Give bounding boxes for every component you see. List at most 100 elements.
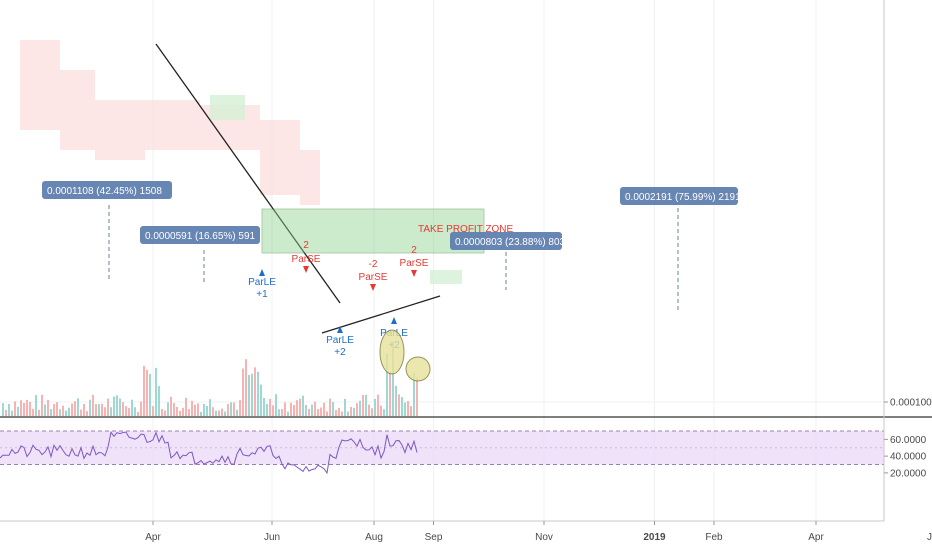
time-tick-label: Apr (808, 532, 824, 543)
volume-bar (221, 408, 223, 416)
measure-badge[interactable]: 0.0001108 (42.45%) 1508 (42, 181, 172, 199)
volume-bar (341, 411, 343, 416)
rsi-line (0, 431, 418, 475)
volume-bar (173, 403, 175, 416)
volume-bar (377, 394, 379, 416)
volume-bar (107, 398, 109, 416)
volume-bar (200, 411, 202, 416)
volume-bar (176, 406, 178, 416)
volume-bar (104, 407, 106, 416)
annotation-label: +1 (256, 289, 268, 300)
measure-badge-text: 0.0000591 (16.65%) 591 (145, 231, 256, 242)
volume-bar (365, 394, 367, 416)
volume-bar (140, 401, 142, 416)
volume-bar (257, 371, 259, 416)
volume-bar (335, 410, 337, 416)
volume-bar (20, 400, 22, 416)
volume-bar (386, 353, 388, 416)
measure-badge-bg (42, 181, 172, 199)
cloud-segment (210, 95, 245, 120)
volume-bar (317, 409, 319, 416)
time-tick-label: Feb (705, 532, 723, 543)
volume-bar (350, 406, 352, 416)
volume-bar (404, 402, 406, 416)
volume-bar (416, 377, 418, 416)
volume-bar (308, 408, 310, 416)
measure-badge[interactable]: 0.0000591 (16.65%) 591 (140, 226, 260, 244)
cloud-segment (20, 40, 60, 130)
rsi-tick-label: 40.0000 (890, 452, 927, 463)
volume-bar (344, 398, 346, 416)
volume-bar (260, 384, 262, 416)
volume-bar (68, 407, 70, 416)
volume-bar (146, 369, 148, 416)
volume-bar (116, 395, 118, 416)
volume-bar (158, 386, 160, 416)
volume-bar (32, 408, 34, 416)
volume-bar (290, 402, 292, 416)
grid (0, 0, 884, 521)
measure-badge-bg (140, 226, 260, 244)
volume-bar (320, 407, 322, 416)
annotation-label: 2 (411, 245, 417, 256)
volume-bar (86, 411, 88, 416)
measure-badge-text: 0.0000803 (23.88%) 803 (455, 237, 566, 248)
volume-bar (215, 410, 217, 416)
take-profit-zone (261, 208, 485, 254)
annotation-label: TAKE PROFIT ZONE (418, 224, 514, 235)
volume-bar (278, 409, 280, 416)
cloud-segment (95, 100, 145, 160)
measure-badge[interactable]: 0.0002191 (75.99%) 2191 (620, 187, 741, 205)
volume-bar (230, 402, 232, 416)
volume-bar (398, 394, 400, 416)
volume-bar (224, 411, 226, 416)
volume-bar (26, 399, 28, 416)
arrow-up-icon (259, 269, 265, 276)
volume-bar (83, 403, 85, 416)
volume-bar (131, 399, 133, 416)
volume-bar (275, 394, 277, 416)
volume-bar (80, 409, 82, 416)
measure-badge-text: 0.0002191 (75.99%) 2191 (625, 192, 741, 203)
volume-bar (287, 411, 289, 416)
annotation-label: +2 (334, 347, 346, 358)
cloud-segment (430, 270, 462, 284)
highlight-ellipse (379, 329, 405, 375)
volume-bar (92, 394, 94, 416)
measure-badge[interactable]: 0.0000803 (23.88%) 803 (450, 232, 566, 250)
volume-bar (374, 398, 376, 416)
volume-bar (161, 408, 163, 416)
volume-bar (62, 405, 64, 416)
volume-bar (353, 407, 355, 416)
volume-bar (23, 403, 25, 416)
arrow-up-icon (337, 326, 343, 333)
volume-bar (119, 398, 121, 416)
volume-bar (122, 402, 124, 416)
annotation-label: 2 (303, 240, 309, 251)
volume-bar (8, 404, 10, 416)
volume-bar (383, 409, 385, 416)
volume-bar (392, 341, 394, 416)
rsi-tick-label: 20.0000 (890, 468, 927, 479)
volume-bar (311, 404, 313, 416)
volume-bar (347, 411, 349, 416)
volume-bar (323, 402, 325, 416)
volume-bar (218, 410, 220, 416)
time-tick-label: Sep (425, 532, 443, 543)
price-tick-label: 0.0001000 (890, 398, 932, 409)
time-tick-label: Aug (365, 532, 383, 543)
volume-bar (233, 402, 235, 416)
cloud-segment (260, 120, 300, 195)
volume-bar (38, 409, 40, 416)
volume-bar (65, 410, 67, 416)
volume-bar (197, 403, 199, 416)
volume-bar (329, 398, 331, 416)
annotation-label: -2 (369, 259, 378, 270)
volume-bar (17, 406, 19, 416)
volume-bar (272, 405, 274, 416)
downtrend-line (155, 43, 341, 304)
time-tick-label: Apr (145, 532, 161, 543)
volume-bar (50, 408, 52, 416)
